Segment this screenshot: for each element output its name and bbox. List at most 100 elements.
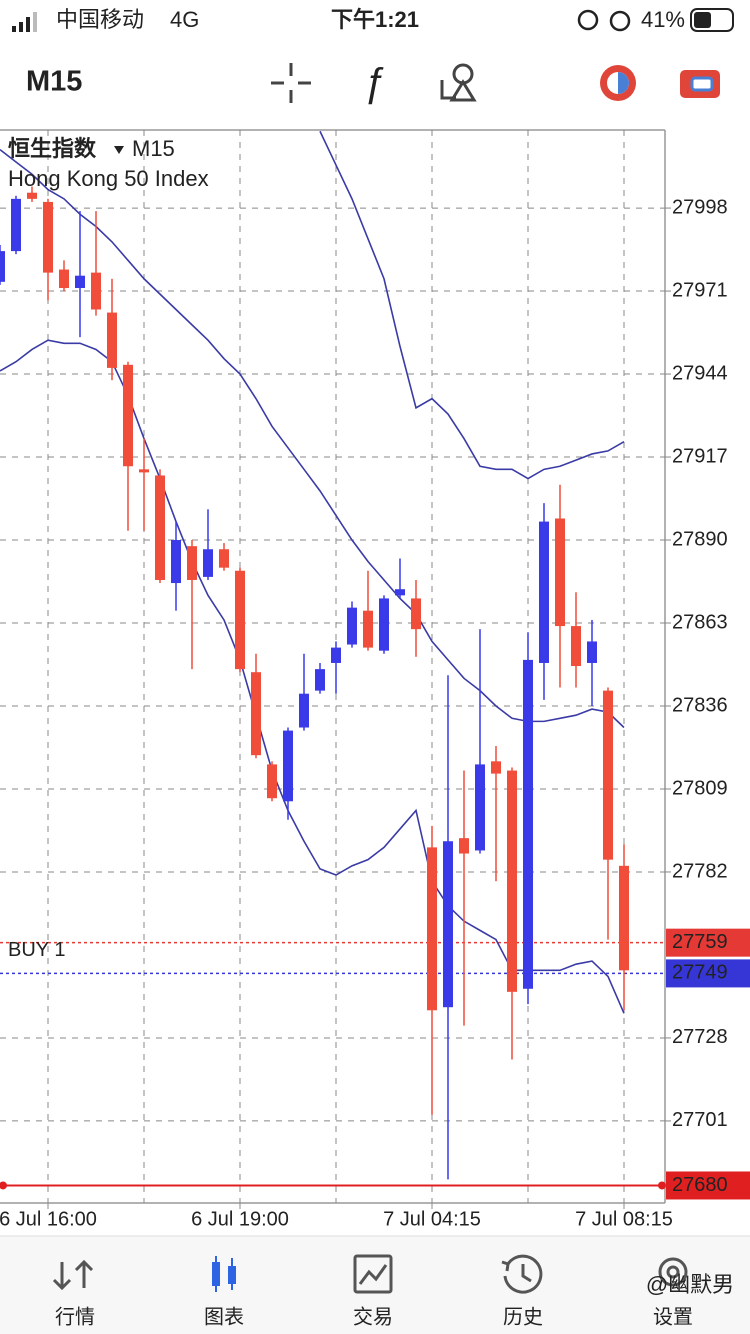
status-bar: 中国移动 4G 下午1:21 41%: [12, 7, 734, 32]
candle-body: [75, 275, 85, 288]
candle-body: [235, 570, 245, 670]
candle-body: [251, 672, 261, 756]
price-label: 27749: [672, 962, 728, 984]
candle-body: [91, 272, 101, 310]
price-label: 27759: [672, 931, 728, 953]
grid: [0, 130, 665, 1203]
y-tick-label: 27782: [672, 860, 728, 882]
price-label-box: [666, 1171, 750, 1200]
candle-body: [363, 610, 373, 648]
chart-header: 恒生指数 M15 Hong Kong 50 Index: [8, 136, 209, 191]
carrier: 中国移动: [56, 7, 144, 32]
candle-body: [203, 549, 213, 577]
price-label-box: [666, 928, 750, 957]
y-tick-label: 27836: [672, 694, 728, 716]
tab-label: 图表: [204, 1305, 244, 1328]
symbol-description: Hong Kong 50 Index: [8, 166, 209, 191]
candle-body: [283, 730, 293, 802]
candle-body: [603, 690, 613, 860]
candle-body: [427, 847, 437, 1011]
candle-body: [267, 764, 277, 799]
candle-body: [395, 589, 405, 596]
y-tick-label: 27863: [672, 611, 728, 633]
settings-tab[interactable]: [658, 1257, 688, 1287]
candle-body: [571, 626, 581, 667]
candle-body: [299, 693, 309, 728]
trade-tab[interactable]: [353, 1254, 393, 1294]
tab-label: 交易: [353, 1305, 393, 1328]
candle-body: [587, 641, 597, 663]
y-tick-label: 27890: [672, 528, 728, 550]
indicator-line: [0, 339, 625, 1014]
timeframe-button[interactable]: M15: [26, 66, 82, 98]
candle-body: [315, 669, 325, 691]
candle-body: [523, 659, 533, 989]
chart-frame: [0, 129, 666, 1204]
candle-body: [379, 598, 389, 651]
crosshair-button[interactable]: [271, 63, 311, 103]
symbol: 恒生指数: [8, 136, 97, 161]
candle-body: [139, 469, 149, 473]
objects-button[interactable]: [440, 63, 477, 102]
candle-body: [491, 761, 501, 774]
trade-button[interactable]: [600, 65, 636, 101]
candle-body: [507, 770, 517, 992]
candle-body: [11, 198, 21, 252]
price-line-end: [658, 1181, 666, 1190]
network: 4G: [170, 7, 199, 32]
candle-body: [459, 838, 469, 854]
indicator-button[interactable]: ƒ: [363, 61, 385, 107]
price-line-end: [0, 1181, 7, 1190]
x-tick-label: 6 Jul 16:00: [0, 1208, 97, 1230]
candle-body: [187, 546, 197, 580]
toolbar: M15 ƒ: [26, 61, 720, 107]
history-tab[interactable]: [501, 1254, 543, 1294]
chart-tab[interactable]: [212, 1256, 236, 1292]
indicator-line: [319, 130, 625, 480]
x-tick-label: 7 Jul 08:15: [575, 1208, 673, 1230]
price-label-box: [666, 959, 750, 988]
windows-button[interactable]: [680, 70, 720, 98]
x-tick-label: 6 Jul 19:00: [191, 1208, 289, 1230]
candle-body: [59, 269, 69, 288]
candle-body: [0, 251, 5, 282]
y-tick-label: 27809: [672, 777, 728, 799]
y-tick-label: 27728: [672, 1026, 728, 1048]
candle-body: [123, 364, 133, 467]
candle-body: [347, 607, 357, 645]
candle-body: [107, 312, 117, 368]
candle-body: [27, 192, 37, 199]
tab-bar: 行情 图表 交易 历史 设置 @幽默男: [0, 1235, 750, 1334]
quotes-tab[interactable]: [52, 1259, 94, 1291]
candle-body: [411, 598, 421, 630]
y-tick-label: 27701: [672, 1109, 728, 1131]
battery-level: 41%: [641, 7, 685, 32]
watermark: @幽默男: [646, 1272, 734, 1297]
x-tick-label: 7 Jul 04:15: [383, 1208, 481, 1230]
candle-body: [219, 549, 229, 568]
candle-body: [443, 841, 453, 1008]
candle-body: [43, 201, 53, 273]
clock: 下午1:21: [331, 7, 419, 32]
y-tick-label: 27944: [672, 362, 728, 384]
chart-timeframe: M15: [132, 136, 175, 161]
tab-label: 行情: [55, 1305, 95, 1328]
tab-label: 历史: [503, 1305, 543, 1328]
price-label: 27680: [672, 1174, 728, 1196]
y-tick-label: 27971: [672, 279, 728, 301]
axes: 27998 27971 27944 27917 27890 27863 27836 27809…: [0, 196, 750, 1230]
candle-body: [331, 647, 341, 663]
y-tick-label: 27917: [672, 445, 728, 467]
candle-body: [619, 865, 629, 971]
candle-body: [171, 540, 181, 584]
y-tick-label: 27998: [672, 196, 728, 218]
plot: [0, 130, 665, 1187]
tab-label: 设置: [653, 1305, 693, 1328]
candle-body: [475, 764, 485, 851]
order-label: BUY 1: [8, 939, 65, 961]
candle-body: [155, 475, 165, 580]
indicator-line: [0, 149, 625, 729]
candle-body: [539, 521, 549, 663]
